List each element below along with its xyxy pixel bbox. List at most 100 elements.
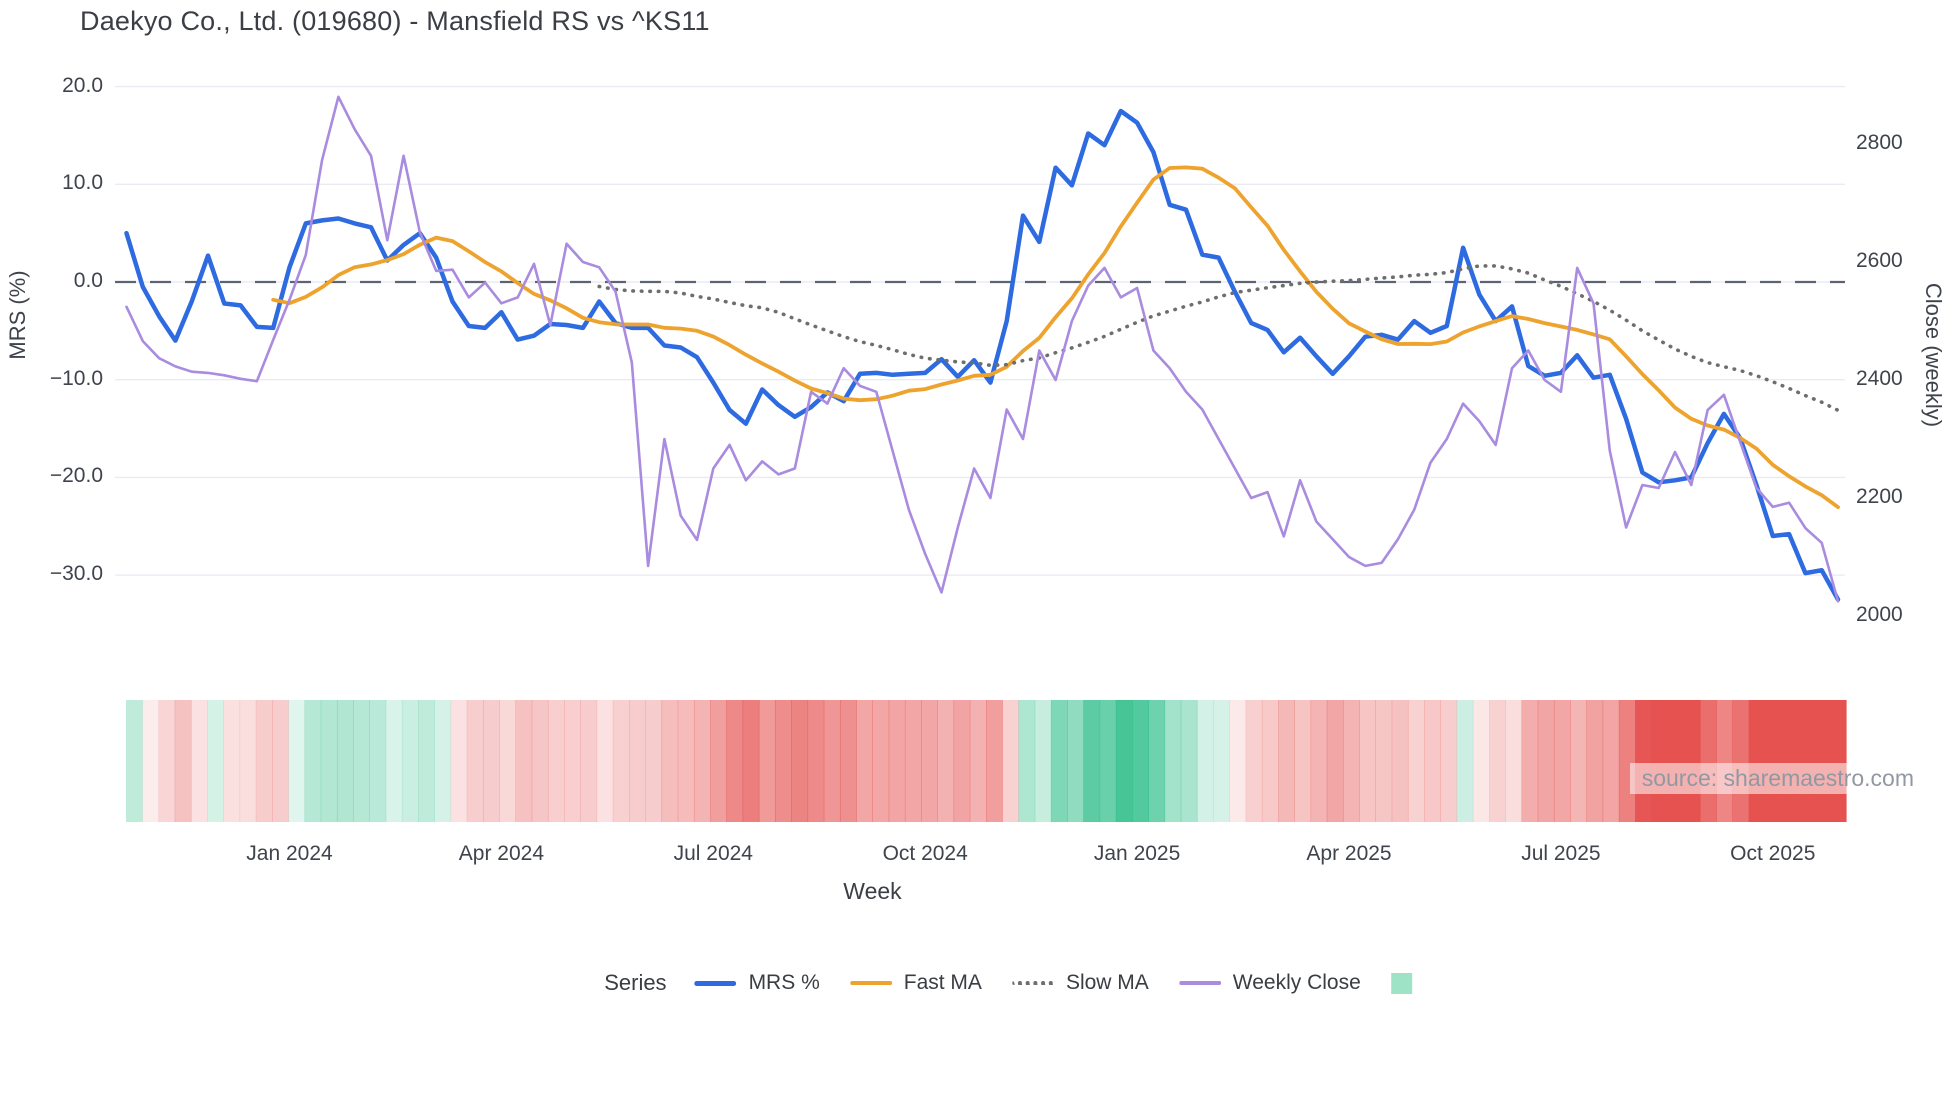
heatmap-cell bbox=[1829, 700, 1847, 822]
heatmap-cell bbox=[1764, 700, 1782, 822]
heatmap-cell bbox=[1375, 700, 1393, 822]
heatmap-cell bbox=[969, 700, 987, 822]
heatmap-cell bbox=[239, 700, 257, 822]
heatmap-cell bbox=[1651, 700, 1669, 822]
heatmap-cell bbox=[1050, 700, 1068, 822]
heatmap-cell bbox=[677, 700, 695, 822]
x-tick-label: Oct 2025 bbox=[1730, 842, 1816, 865]
heatmap-cell bbox=[888, 700, 906, 822]
heatmap-cell bbox=[499, 700, 517, 822]
heatmap-cell bbox=[1537, 700, 1555, 822]
heatmap-cell bbox=[1099, 700, 1117, 822]
heatmap-cell bbox=[937, 700, 955, 822]
heatmap-cell bbox=[1440, 700, 1458, 822]
heatmap-cell bbox=[1586, 700, 1604, 822]
heatmap-cell bbox=[1407, 700, 1425, 822]
heatmap-cell bbox=[1132, 700, 1149, 822]
chart-legend: Series MRS % Fast MA Slow MA Weekly Clos… bbox=[604, 970, 1440, 996]
heatmap-cell bbox=[1342, 700, 1360, 822]
legend-item-label: Fast MA bbox=[903, 971, 982, 994]
heatmap-cell bbox=[1716, 700, 1734, 822]
heatmap-cell bbox=[418, 700, 435, 822]
heatmap-cell bbox=[369, 700, 387, 822]
x-tick-label: Jul 2025 bbox=[1521, 842, 1601, 865]
legend-item-fast-ma[interactable]: Fast MA bbox=[849, 971, 982, 995]
x-tick-label: Apr 2024 bbox=[458, 842, 545, 865]
heatmap-cell bbox=[661, 700, 679, 822]
heatmap-cell bbox=[223, 700, 241, 822]
heatmap-cell bbox=[629, 700, 646, 822]
heatmap-cell bbox=[1602, 700, 1620, 822]
legend-item-slow-ma[interactable]: Slow MA bbox=[1011, 971, 1149, 995]
heatmap-cell bbox=[1699, 700, 1717, 822]
heatmap-cell bbox=[1067, 700, 1084, 822]
heatmap-cell bbox=[564, 700, 581, 822]
heatmap-cell bbox=[1618, 700, 1636, 822]
heatmap-cell bbox=[1359, 700, 1377, 822]
heatmap-cell bbox=[1505, 700, 1523, 822]
heatmap-cell bbox=[547, 700, 565, 822]
heatmap-cell bbox=[288, 700, 306, 822]
heatmap-cell bbox=[1245, 700, 1263, 822]
heatmap-cell bbox=[986, 700, 1003, 822]
heatmap-cell bbox=[710, 700, 727, 822]
heatmap-cell bbox=[1196, 700, 1214, 822]
y-right-tick-label: 2200 bbox=[1856, 485, 1903, 508]
slow-ma-dotted-swatch-icon bbox=[1011, 981, 1054, 985]
heatmap-cell bbox=[1748, 700, 1766, 822]
heatmap-cell bbox=[921, 700, 938, 822]
heatmap-cell bbox=[531, 700, 549, 822]
weekly-close-line-swatch-icon bbox=[1178, 981, 1221, 985]
heatmap-cell bbox=[385, 700, 403, 822]
y-left-tick-label: 0.0 bbox=[73, 269, 103, 292]
heatmap-cell bbox=[726, 700, 744, 822]
legend-item-weekly-close[interactable]: Weekly Close bbox=[1178, 971, 1361, 995]
heatmap-cell bbox=[1456, 700, 1474, 822]
legend-item-mrs[interactable]: MRS % bbox=[694, 971, 820, 995]
heatmap-cell bbox=[953, 700, 971, 822]
x-tick-label: Oct 2024 bbox=[882, 842, 968, 865]
heatmap-cell bbox=[775, 700, 792, 822]
heatmap-cell bbox=[758, 700, 776, 822]
heatmap-cell bbox=[434, 700, 452, 822]
x-tick-label: Apr 2025 bbox=[1306, 842, 1392, 865]
slow-ma-line bbox=[597, 264, 1840, 413]
heatmap-cell bbox=[336, 700, 354, 822]
weekly-close-line bbox=[125, 95, 1840, 603]
heatmap-cell bbox=[596, 700, 614, 822]
heatmap-cell bbox=[1683, 700, 1701, 822]
y-left-tick-label: 10.0 bbox=[62, 171, 103, 195]
heat-strip-swatch-icon bbox=[1390, 972, 1412, 994]
fast-ma-line-swatch-icon bbox=[849, 981, 892, 985]
heatmap-cell bbox=[1781, 700, 1798, 822]
heatmap-cell bbox=[1310, 700, 1328, 822]
heatmap-cell bbox=[1261, 700, 1279, 822]
heatmap-cell bbox=[791, 700, 809, 822]
heatmap-cell bbox=[1002, 700, 1020, 822]
heatmap-cell bbox=[1521, 700, 1539, 822]
heatmap-cell bbox=[401, 700, 419, 822]
heatmap-cell bbox=[1570, 700, 1587, 822]
heatmap-cell bbox=[174, 700, 192, 822]
y-left-tick-label: −20.0 bbox=[49, 464, 103, 488]
legend-item-heat-strip[interactable] bbox=[1390, 972, 1424, 994]
mrs-line-swatch-icon bbox=[694, 980, 737, 986]
heatmap-cell bbox=[580, 700, 598, 822]
heatmap-cell bbox=[1424, 700, 1441, 822]
heatmap-cell bbox=[1213, 700, 1230, 822]
heatmap-cell bbox=[1018, 700, 1036, 822]
heatmap-cell bbox=[207, 700, 224, 822]
heatmap-cell bbox=[255, 700, 273, 822]
heatmap-cell bbox=[190, 700, 208, 822]
heatmap-cell bbox=[693, 700, 711, 822]
heatmap-cell bbox=[1472, 700, 1490, 822]
legend-item-label: MRS % bbox=[748, 971, 820, 994]
legend-item-label: Weekly Close bbox=[1232, 971, 1361, 994]
heatmap-cell bbox=[1278, 700, 1295, 822]
heatmap-cell bbox=[1635, 700, 1652, 822]
heatmap-cell bbox=[126, 700, 143, 822]
y-right-tick-label: 2000 bbox=[1856, 603, 1903, 626]
heatmap-cell bbox=[742, 700, 760, 822]
y-left-tick-label: −10.0 bbox=[49, 366, 103, 390]
heatmap-cell bbox=[1391, 700, 1409, 822]
